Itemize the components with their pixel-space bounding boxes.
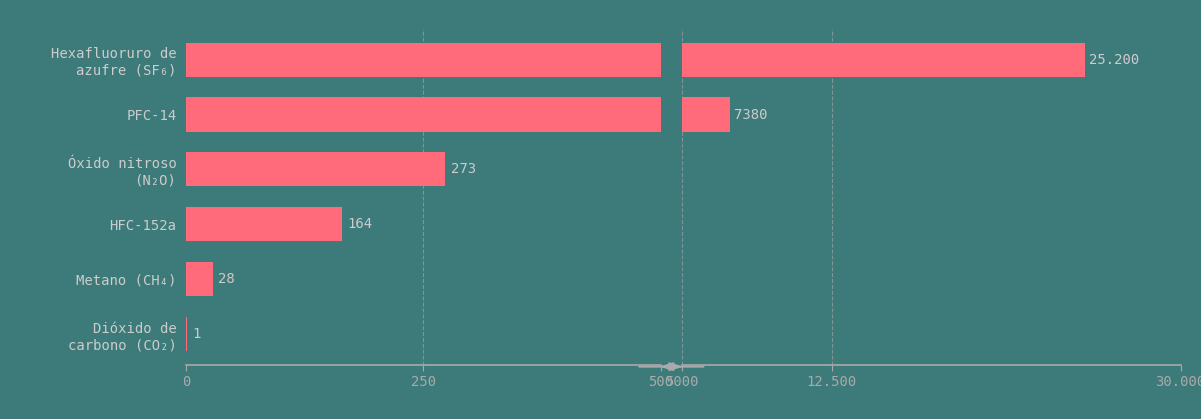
Text: 25.200: 25.200 (1089, 52, 1139, 67)
Bar (186, 207, 342, 241)
Text: 1: 1 (193, 327, 202, 341)
Bar (582, 42, 1085, 77)
Text: 164: 164 (347, 217, 372, 231)
Text: 273: 273 (450, 163, 476, 176)
Bar (186, 42, 661, 77)
Text: 28: 28 (219, 272, 235, 286)
Text: 7380: 7380 (734, 108, 767, 122)
Bar (186, 98, 661, 132)
Bar (582, 98, 730, 132)
Bar (186, 153, 446, 186)
Bar (186, 262, 213, 296)
